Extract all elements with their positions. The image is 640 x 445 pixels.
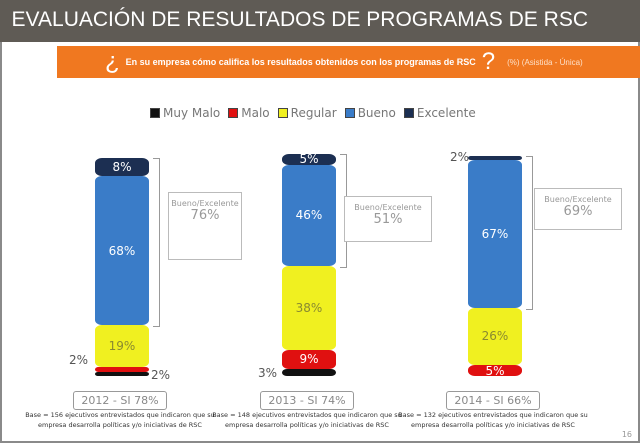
legend-swatch (403, 108, 414, 118)
bar-segment-malo (95, 367, 149, 372)
bar-segment-regular: 38% (282, 266, 336, 350)
question-close-mark: ? (481, 48, 496, 75)
question-bar: ¿ En su empresa cómo califica los result… (57, 46, 640, 78)
data-label: 38% (295, 300, 323, 315)
bar-segment-regular: 19% (95, 325, 149, 368)
data-label: 46% (295, 208, 323, 223)
bar-segment-malo: 9% (282, 349, 336, 370)
bar-segment-bueno: 46% (282, 164, 336, 266)
annotation-label: Bueno/Excelente (544, 195, 612, 204)
annotation-box: Bueno/Excelente 51% (344, 196, 432, 242)
bar-segment-excelente: 8% (95, 158, 149, 176)
data-label: 3% (258, 366, 278, 381)
page-number: 16 (621, 430, 632, 439)
bar-segment-muy-malo (95, 371, 149, 376)
category-label: 2013 - SI 74% (260, 391, 354, 410)
bar-segment-excelente (468, 156, 522, 161)
annotation-value: 51% (373, 212, 403, 227)
bar-segment-malo: 5% (468, 363, 522, 378)
legend-label: Muy Malo (163, 106, 221, 120)
legend-swatch (277, 108, 288, 118)
data-label: 68% (108, 243, 136, 258)
legend-label: Excelente (416, 106, 476, 120)
data-label: 5% (299, 152, 319, 167)
title-bar: EVALUACIÓN DE RESULTADOS DE PROGRAMAS DE… (0, 0, 640, 42)
legend-swatch (344, 108, 355, 118)
data-label: 67% (481, 227, 509, 242)
base-note: Base = 132 ejecutivos entrevistados que … (398, 411, 588, 429)
data-label: 2% (151, 367, 171, 382)
question-open-mark: ¿ (105, 48, 120, 75)
legend-swatch (150, 108, 160, 118)
legend-item: Malo (228, 106, 270, 120)
legend-label: Bueno (357, 106, 396, 120)
category-label: 2012 - SI 78% (73, 391, 167, 410)
slide-title: EVALUACIÓN DE RESULTADOS DE PROGRAMAS DE… (11, 8, 588, 31)
annotation-box: Bueno/Excelente 76% (168, 192, 242, 260)
legend-swatch (228, 108, 239, 118)
annotation-label: Bueno/Excelente (354, 203, 422, 212)
annotation-value: 76% (190, 208, 220, 223)
annotation-box: Bueno/Excelente 69% (534, 188, 622, 230)
data-label: 19% (108, 339, 136, 354)
data-label: 26% (481, 329, 509, 344)
legend-item: Regular (277, 106, 337, 120)
data-label: 2% (69, 353, 89, 368)
base-note: Base = 148 ejecutivos entrevistados que … (212, 411, 402, 429)
question-note: (%) (Asistida - Única) (507, 57, 583, 67)
bar-segment-bueno: 67% (468, 160, 522, 308)
annotation-value: 69% (563, 204, 593, 219)
legend-label: Regular (290, 106, 337, 120)
bar-segment-bueno: 68% (95, 175, 149, 326)
legend: Muy Malo Malo Regular Bueno Excelente (150, 106, 476, 120)
data-label: 5% (485, 363, 505, 378)
bar-segment-excelente: 5% (282, 152, 336, 167)
data-label: 2% (450, 150, 470, 164)
legend-item: Bueno (344, 106, 396, 120)
legend-item: Muy Malo (150, 106, 220, 120)
annotation-label: Bueno/Excelente (171, 199, 239, 208)
bracket (526, 156, 533, 310)
question-text: En su empresa cómo califica los resultad… (125, 57, 476, 67)
bracket (153, 158, 160, 328)
data-label: 8% (112, 159, 132, 174)
base-note: Base = 156 ejecutivos entrevistados que … (25, 411, 215, 429)
legend-label: Malo (241, 106, 270, 120)
legend-item: Excelente (403, 106, 476, 120)
category-label: 2014 - SI 66% (446, 391, 540, 410)
data-label: 9% (299, 352, 319, 367)
bar-segment-regular: 26% (468, 307, 522, 365)
bar-segment-muy-malo (282, 369, 336, 376)
